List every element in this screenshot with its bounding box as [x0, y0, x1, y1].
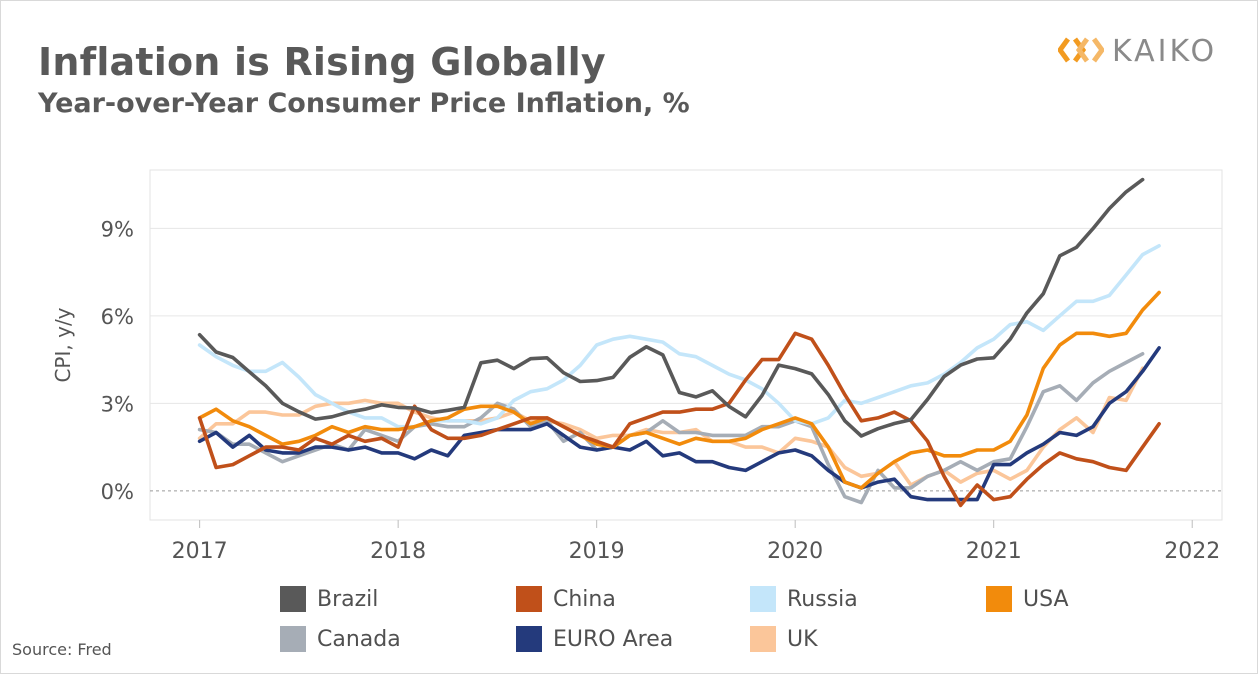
series-line-brazil — [197, 177, 1145, 438]
y-tick-label: 0% — [101, 480, 134, 504]
series-line-china — [197, 331, 1161, 508]
legend-label: UK — [787, 626, 818, 652]
y-axis-label: CPI, y/y — [51, 307, 75, 382]
axes: 0% 3% 6% 9% 2017 2018 2019 2020 2021 2022 — [101, 217, 1221, 564]
legend-swatch — [516, 586, 542, 612]
x-tick-label: 2022 — [1164, 539, 1220, 564]
series-line-euro-area — [197, 346, 1161, 502]
series-line-uk — [197, 366, 1145, 487]
legend-label: China — [553, 586, 616, 612]
x-tick-label: 2018 — [370, 539, 426, 564]
y-tick-label: 3% — [101, 392, 134, 416]
legend-label: EURO Area — [553, 626, 674, 652]
legend-label: Brazil — [317, 586, 379, 612]
legend: Brazil China Russia USA Canada EURO Area UK — [280, 586, 1180, 666]
legend-item: Russia — [750, 586, 858, 612]
x-tick-label: 2020 — [767, 539, 823, 564]
legend-item: EURO Area — [516, 626, 673, 652]
series-line-usa — [197, 290, 1161, 490]
x-tick-label: 2017 — [172, 539, 228, 564]
legend-swatch — [280, 586, 306, 612]
legend-item: Canada — [280, 626, 401, 652]
kaiko-chevrons-icon — [1056, 35, 1106, 69]
legend-label: Russia — [787, 586, 858, 612]
kaiko-logo-text: KAIKO — [1112, 34, 1218, 69]
x-tick-label: 2021 — [966, 539, 1022, 564]
legend-item: UK — [750, 626, 818, 652]
x-tick-label: 2019 — [569, 539, 625, 564]
kaiko-logo: KAIKO — [1056, 34, 1218, 69]
plot-area — [149, 169, 1223, 521]
legend-item: Brazil — [280, 586, 378, 612]
legend-item: USA — [986, 586, 1069, 612]
legend-item: China — [516, 586, 616, 612]
source-note: Source: Fred — [12, 640, 112, 659]
series-line-russia — [197, 244, 1161, 429]
legend-swatch — [986, 586, 1012, 612]
y-tick-label: 9% — [101, 217, 134, 241]
chart-title: Inflation is Rising Globally — [38, 40, 606, 84]
series-lines — [197, 177, 1161, 508]
chart-subtitle: Year-over-Year Consumer Price Inflation,… — [38, 88, 690, 119]
legend-swatch — [750, 586, 776, 612]
legend-swatch — [280, 626, 306, 652]
legend-label: USA — [1023, 586, 1069, 612]
legend-swatch — [516, 626, 542, 652]
legend-swatch — [750, 626, 776, 652]
legend-label: Canada — [317, 626, 401, 652]
y-tick-label: 6% — [101, 305, 134, 329]
